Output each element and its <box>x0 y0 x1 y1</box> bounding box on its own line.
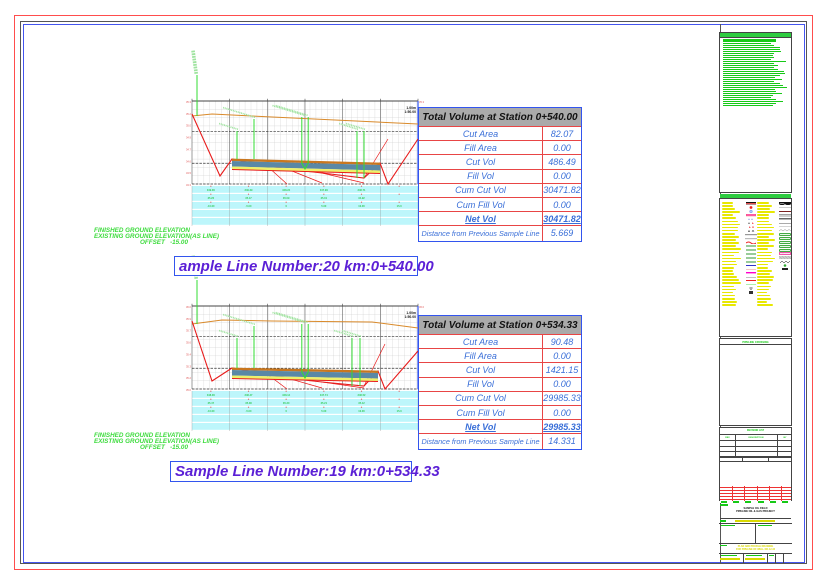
svg-text:35.17: 35.17 <box>245 196 252 200</box>
svg-text:35.7: 35.7 <box>186 329 192 333</box>
svg-text:349.39: 349.39 <box>245 188 253 192</box>
svg-text:34.5: 34.5 <box>186 171 192 175</box>
svg-text:10.00: 10.00 <box>358 409 365 413</box>
svg-text:1:50.00: 1:50.00 <box>405 110 417 114</box>
svg-text:5.00: 5.00 <box>321 204 327 208</box>
svg-text:-10.00: -10.00 <box>207 409 215 413</box>
svg-text:10.00: 10.00 <box>358 204 365 208</box>
svg-text:35.21: 35.21 <box>321 401 328 405</box>
svg-text:35.3: 35.3 <box>186 364 192 368</box>
svg-text:35.01: 35.01 <box>321 196 328 200</box>
svg-text:34.3: 34.3 <box>186 183 192 187</box>
svg-text:35.9: 35.9 <box>186 317 192 321</box>
svg-text:35.6: 35.6 <box>186 341 192 345</box>
svg-text:34.92: 34.92 <box>358 196 365 200</box>
svg-text:348.47: 348.47 <box>245 393 253 397</box>
svg-text:-5.00: -5.00 <box>246 409 252 413</box>
svg-text:35.30: 35.30 <box>283 401 290 405</box>
svg-text:35.47: 35.47 <box>208 401 215 405</box>
svg-text:-10.00: -10.00 <box>207 204 215 208</box>
svg-text:348.52: 348.52 <box>358 393 366 397</box>
svg-text:348.06: 348.06 <box>207 393 215 397</box>
svg-text:35.09: 35.09 <box>283 196 290 200</box>
svg-text:35.2: 35.2 <box>186 112 192 116</box>
svg-text:35.3: 35.3 <box>419 100 425 104</box>
svg-text:35.3: 35.3 <box>186 100 192 104</box>
svg-text:35.12: 35.12 <box>358 401 365 405</box>
svg-text:36.0: 36.0 <box>186 305 192 309</box>
svg-text:35.0: 35.0 <box>186 124 192 128</box>
svg-text:347.99: 347.99 <box>320 188 328 192</box>
svg-text:15.0: 15.0 <box>397 204 403 208</box>
svg-text:36.0: 36.0 <box>419 305 425 309</box>
svg-text:348.71: 348.71 <box>358 188 366 192</box>
svg-text:347.74: 347.74 <box>320 393 328 397</box>
svg-text:349.06: 349.06 <box>207 188 215 192</box>
svg-text:34.9: 34.9 <box>186 136 192 140</box>
svg-text:34.6: 34.6 <box>186 159 192 163</box>
svg-text:348.14: 348.14 <box>282 393 290 397</box>
svg-text:35.38: 35.38 <box>245 401 252 405</box>
svg-text:35.0: 35.0 <box>186 388 192 392</box>
svg-text:1:50.00: 1:50.00 <box>405 315 417 319</box>
svg-text:5.00: 5.00 <box>321 409 327 413</box>
svg-text:-5.00: -5.00 <box>246 204 252 208</box>
svg-text:35.2: 35.2 <box>186 376 192 380</box>
svg-text:348.24: 348.24 <box>282 188 290 192</box>
svg-text:35.4: 35.4 <box>186 352 192 356</box>
svg-text:35.26: 35.26 <box>208 196 215 200</box>
svg-text:34.7: 34.7 <box>186 147 192 151</box>
svg-text:15.0: 15.0 <box>397 409 403 413</box>
